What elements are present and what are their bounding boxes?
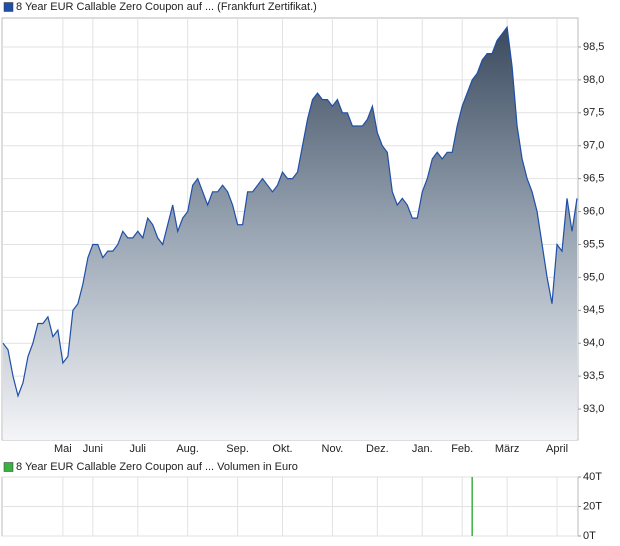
x-tick-label: Jan.: [412, 443, 433, 455]
x-tick-label: Mai: [54, 443, 72, 455]
y-tick-label: 93,5: [583, 370, 604, 382]
y-tick-label: 95,0: [583, 271, 604, 283]
y-tick-label: 96,5: [583, 173, 604, 185]
y-tick-label: 98,5: [583, 41, 604, 53]
y-tick-label: 94,5: [583, 304, 604, 316]
x-tick-label: Dez.: [366, 443, 389, 455]
volume-bar: [471, 477, 473, 536]
x-tick-label: Nov.: [322, 443, 344, 455]
x-tick-label: Sep.: [226, 443, 249, 455]
x-tick-label: Aug.: [176, 443, 199, 455]
legend-swatch: [3, 2, 14, 12]
x-tick-label: Juli: [130, 443, 147, 455]
x-tick-label: Okt.: [272, 443, 292, 455]
y-tick-label: 97,5: [583, 107, 604, 119]
y-tick-label: 93,0: [583, 403, 604, 415]
y-tick-label: 94,0: [583, 337, 604, 349]
price-line: [2, 25, 578, 398]
y-tick-label: 40T: [583, 471, 602, 483]
x-tick-label: März: [495, 443, 519, 455]
y-tick-label: 95,5: [583, 238, 604, 250]
y-tick-label: 20T: [583, 500, 602, 512]
legend-label: 8 Year EUR Callable Zero Coupon auf ... …: [16, 461, 298, 473]
y-tick-label: 97,0: [583, 140, 604, 152]
x-tick-label: Juni: [83, 443, 103, 455]
y-tick-label: 96,0: [583, 205, 604, 217]
y-tick-label: 0T: [583, 530, 596, 542]
y-tick-label: 98,0: [583, 74, 604, 86]
legend-label: 8 Year EUR Callable Zero Coupon auf ... …: [16, 1, 317, 13]
x-tick-label: April: [546, 443, 568, 455]
legend-swatch: [3, 462, 14, 472]
x-tick-label: Feb.: [451, 443, 473, 455]
area-fill: [3, 27, 577, 440]
